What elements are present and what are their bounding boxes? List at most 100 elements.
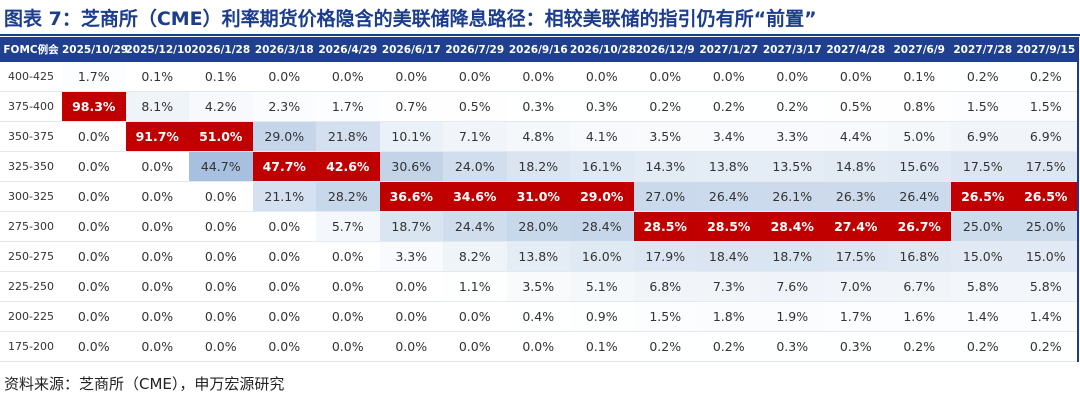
probability-cell: 0.0%: [379, 301, 443, 332]
column-header: 2027/9/15: [1014, 37, 1078, 62]
probability-cell: 26.5%: [1014, 181, 1078, 212]
row-label: 350-375: [0, 121, 62, 152]
probability-cell: 0.7%: [379, 91, 443, 122]
probability-cell: 5.0%: [887, 121, 951, 152]
probability-cell: 17.5%: [951, 151, 1015, 182]
column-header: 2027/3/17: [760, 37, 824, 62]
probability-cell: 4.8%: [506, 121, 570, 152]
probability-cell: 0.0%: [760, 62, 824, 92]
probability-cell: 0.0%: [379, 271, 443, 302]
probability-cell: 0.0%: [506, 62, 570, 92]
probability-cell: 0.2%: [697, 331, 761, 362]
table-row: 275-300 0.0% 0.0% 0.0% 0.0% 5.7% 18.7% 24.4% 28.…: [0, 211, 1078, 242]
probability-cell: 24.0%: [443, 151, 507, 182]
probability-cell: 0.0%: [443, 331, 507, 362]
column-header: 2027/4/28: [824, 37, 888, 62]
probability-cell: 1.5%: [1014, 91, 1078, 122]
probability-cell: 0.0%: [125, 211, 189, 242]
probability-cell: 0.0%: [443, 62, 507, 92]
probability-cell: 0.0%: [125, 151, 189, 182]
probability-cell: 0.0%: [189, 211, 253, 242]
probability-cell: 3.3%: [379, 241, 443, 272]
probability-cell: 31.0%: [506, 181, 570, 212]
probability-cell: 51.0%: [189, 121, 253, 152]
probability-cell: 0.3%: [570, 91, 634, 122]
column-header: 2026/7/29: [443, 37, 507, 62]
probability-cell: 13.8%: [506, 241, 570, 272]
column-header: 2026/1/28: [189, 37, 253, 62]
probability-cell: 91.7%: [125, 121, 189, 152]
probability-cell: 0.2%: [760, 91, 824, 122]
probability-cell: 0.2%: [1014, 62, 1078, 92]
probability-cell: 26.7%: [887, 211, 951, 242]
probability-cell: 1.6%: [887, 301, 951, 332]
probability-cell: 0.5%: [824, 91, 888, 122]
probability-cell: 8.2%: [443, 241, 507, 272]
probability-cell: 0.9%: [570, 301, 634, 332]
probability-cell: 17.5%: [1014, 151, 1078, 182]
probability-cell: 15.6%: [887, 151, 951, 182]
probability-cell: 18.7%: [379, 211, 443, 242]
row-label: 325-350: [0, 151, 62, 182]
row-label: 375-400: [0, 91, 62, 122]
probability-cell: 26.5%: [951, 181, 1015, 212]
probability-cell: 13.8%: [697, 151, 761, 182]
probability-cell: 0.0%: [379, 62, 443, 92]
probability-cell: 47.7%: [252, 151, 316, 182]
probability-cell: 7.1%: [443, 121, 507, 152]
header-row: FOMC例会 2025/10/29 2025/12/10 2026/1/28 2026/…: [0, 37, 1078, 62]
title-rule: [0, 34, 1080, 36]
probability-cell: 26.4%: [887, 181, 951, 212]
probability-cell: 15.0%: [951, 241, 1015, 272]
probability-table: FOMC例会 2025/10/29 2025/12/10 2026/1/28 2026/…: [0, 37, 1079, 362]
probability-cell: 0.4%: [506, 301, 570, 332]
probability-cell: 3.3%: [760, 121, 824, 152]
table-row: 350-375 0.0% 91.7% 51.0% 29.0% 21.8% 10.1% 7.1%…: [0, 121, 1078, 152]
probability-cell: 0.1%: [570, 331, 634, 362]
probability-cell: 25.0%: [1014, 211, 1078, 242]
probability-cell: 27.4%: [824, 211, 888, 242]
probability-cell: 0.0%: [62, 331, 126, 362]
probability-cell: 28.5%: [697, 211, 761, 242]
probability-cell: 0.0%: [697, 62, 761, 92]
probability-cell: 0.0%: [189, 331, 253, 362]
row-label: 250-275: [0, 241, 62, 272]
table-row: 325-350 0.0% 0.0% 44.7% 47.7% 42.6% 30.6% 24.0%…: [0, 151, 1078, 182]
probability-cell: 21.8%: [316, 121, 380, 152]
row-label: 200-225: [0, 301, 62, 332]
probability-cell: 10.1%: [379, 121, 443, 152]
probability-cell: 28.4%: [570, 211, 634, 242]
probability-cell: 24.4%: [443, 211, 507, 242]
probability-cell: 29.0%: [570, 181, 634, 212]
probability-cell: 0.0%: [570, 62, 634, 92]
probability-cell: 0.0%: [62, 241, 126, 272]
probability-cell: 0.0%: [252, 271, 316, 302]
probability-cell: 0.0%: [252, 241, 316, 272]
probability-cell: 21.1%: [252, 181, 316, 212]
probability-cell: 0.0%: [443, 301, 507, 332]
probability-cell: 0.0%: [62, 121, 126, 152]
probability-cell: 27.0%: [633, 181, 697, 212]
probability-cell: 0.0%: [824, 62, 888, 92]
probability-cell: 5.8%: [1014, 271, 1078, 302]
probability-cell: 17.9%: [633, 241, 697, 272]
probability-cell: 29.0%: [252, 121, 316, 152]
probability-cell: 0.0%: [316, 241, 380, 272]
source-note: 资料来源：芝商所（CME），申万宏源研究: [4, 375, 285, 393]
row-label: 175-200: [0, 331, 62, 362]
probability-cell: 5.1%: [570, 271, 634, 302]
probability-cell: 18.7%: [760, 241, 824, 272]
probability-cell: 4.1%: [570, 121, 634, 152]
column-header: 2026/10/28: [570, 37, 636, 62]
column-header: 2025/10/29: [62, 37, 128, 62]
table-row: 375-400 98.3% 8.1% 4.2% 2.3% 1.7% 0.7% 0.5% 0.3%…: [0, 91, 1078, 122]
probability-cell: 0.0%: [316, 301, 380, 332]
probability-cell: 0.2%: [697, 91, 761, 122]
column-header: 2027/7/28: [951, 37, 1015, 62]
probability-cell: 0.0%: [125, 331, 189, 362]
probability-cell: 0.0%: [252, 211, 316, 242]
probability-cell: 7.0%: [824, 271, 888, 302]
probability-cell: 4.2%: [189, 91, 253, 122]
row-label: 400-425: [0, 62, 62, 92]
